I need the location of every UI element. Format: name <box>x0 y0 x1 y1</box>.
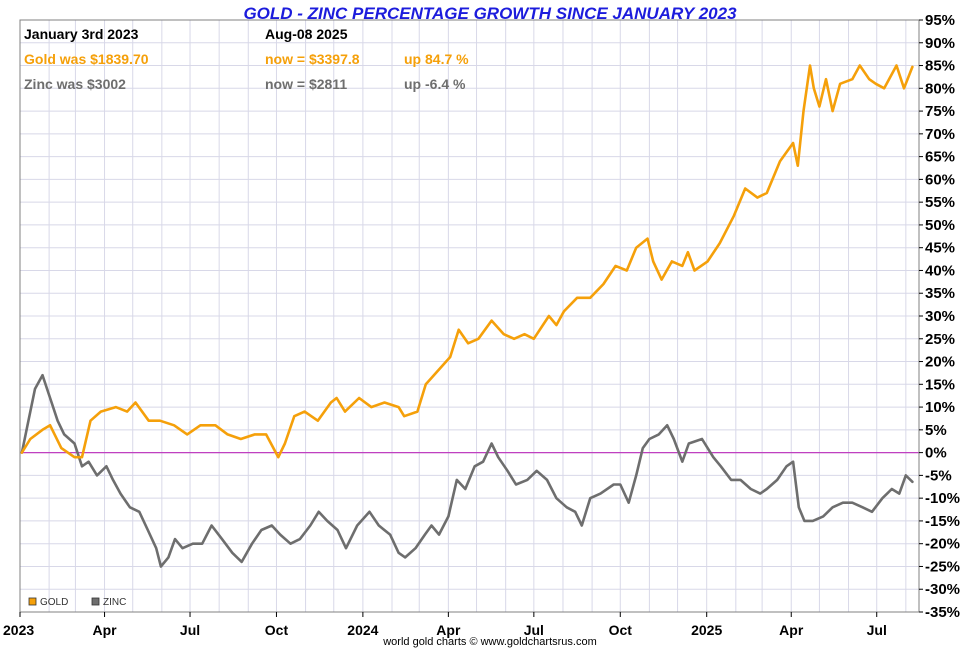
end-date: Aug-08 2025 <box>265 26 348 42</box>
y-tick-label: 65% <box>925 149 955 166</box>
legend-gold-label: GOLD <box>40 597 68 608</box>
legend-zinc-swatch <box>91 597 100 606</box>
series-line-zinc <box>20 373 914 568</box>
x-tick-label: 2024 <box>347 622 378 638</box>
x-tick-label: Apr <box>92 622 117 638</box>
y-tick-label: 50% <box>925 217 955 234</box>
x-tick-label: 2023 <box>3 622 34 638</box>
gold-now: now = $3397.8 <box>265 51 360 67</box>
y-tick-label: 80% <box>925 80 955 97</box>
y-tick-label: -25% <box>925 558 960 575</box>
legend: GOLD ZINC <box>28 597 126 608</box>
x-tick-label: Jul <box>867 622 887 638</box>
x-axis: 2023 Apr Jul Oct 2024 Apr Jul Oct 2025 Apr Jul <box>3 612 887 638</box>
y-tick-label: 90% <box>925 35 955 52</box>
y-tick-label: 5% <box>925 422 947 439</box>
credit: world gold charts © www.goldchartsrus.co… <box>382 636 597 648</box>
y-tick-label: -30% <box>925 581 960 598</box>
y-tick-label: -10% <box>925 490 960 507</box>
y-axis: 95% 90% 85% 80% 75% 70% 65% 60% 55% 50% 45% 40% 35% 3… <box>919 12 960 621</box>
y-tick-label: 70% <box>925 126 955 143</box>
x-tick-label: Apr <box>436 622 461 638</box>
zinc-now: now = $2811 <box>265 76 347 92</box>
zinc-was: Zinc was $3002 <box>24 76 126 92</box>
y-tick-label: 35% <box>925 285 955 302</box>
y-tick-label: 10% <box>925 399 955 416</box>
x-tick-label: Apr <box>779 622 804 638</box>
y-tick-label: 75% <box>925 103 955 120</box>
x-tick-label: Jul <box>524 622 544 638</box>
start-date: January 3rd 2023 <box>24 26 139 42</box>
x-tick-label: 2025 <box>691 622 722 638</box>
y-tick-label: 20% <box>925 354 955 371</box>
legend-zinc-label: ZINC <box>103 597 126 608</box>
y-tick-label: 25% <box>925 331 955 348</box>
y-tick-label: 0% <box>925 445 947 462</box>
y-tick-label: -15% <box>925 513 960 530</box>
y-tick-label: 95% <box>925 12 955 29</box>
y-tick-label: 40% <box>925 262 955 279</box>
gold-was: Gold was $1839.70 <box>24 51 149 67</box>
y-tick-label: 85% <box>925 58 955 75</box>
zinc-up: up -6.4 % <box>404 76 466 92</box>
x-tick-label: Oct <box>265 622 289 638</box>
y-tick-label: 15% <box>925 376 955 393</box>
gold-up: up 84.7 % <box>404 51 469 67</box>
chart-title: GOLD - ZINC PERCENTAGE GROWTH SINCE JANU… <box>243 4 737 23</box>
series-line-gold <box>20 64 914 459</box>
y-tick-label: -35% <box>925 604 960 621</box>
y-tick-label: 45% <box>925 240 955 257</box>
y-tick-label: -5% <box>925 467 952 484</box>
x-tick-label: Oct <box>609 622 633 638</box>
x-tick-label: Jul <box>180 622 200 638</box>
y-tick-label: 55% <box>925 194 955 211</box>
series-layer <box>20 64 914 568</box>
y-tick-label: 30% <box>925 308 955 325</box>
y-tick-label: 60% <box>925 171 955 188</box>
legend-gold-swatch <box>28 597 37 606</box>
y-tick-label: -20% <box>925 536 960 553</box>
